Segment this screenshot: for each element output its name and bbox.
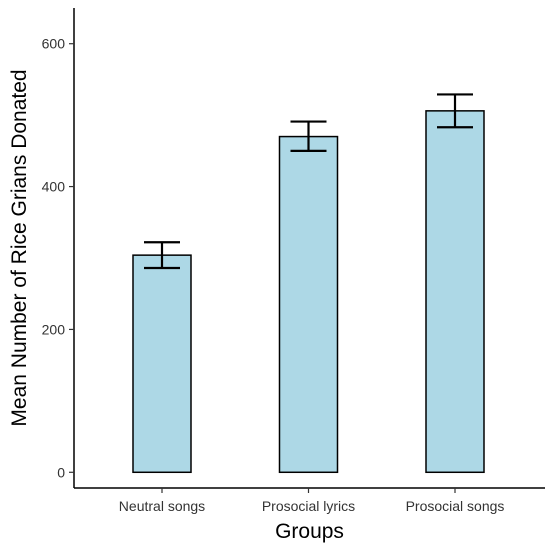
y-axis-ticks: 0 200 400 600 [42,36,74,480]
bar [425,110,485,474]
bar [132,254,192,474]
y-tick-label: 200 [42,321,66,337]
y-tick-label: 0 [57,464,65,480]
error-bars [144,93,473,270]
bars [132,110,485,474]
y-tick-label: 400 [42,179,66,195]
y-axis-title: Mean Number of Rice Grians Donated [8,69,31,426]
x-tick-label: Neutral songs [119,498,205,514]
x-axis-ticks: Neutral songs Prosocial lyrics Prosocial s… [119,488,505,514]
x-axis-title: Groups [275,520,344,543]
bar [278,135,339,474]
x-tick-label: Prosocial lyrics [262,498,355,514]
y-tick-label: 600 [42,36,66,52]
x-tick-label: Prosocial songs [406,498,505,514]
